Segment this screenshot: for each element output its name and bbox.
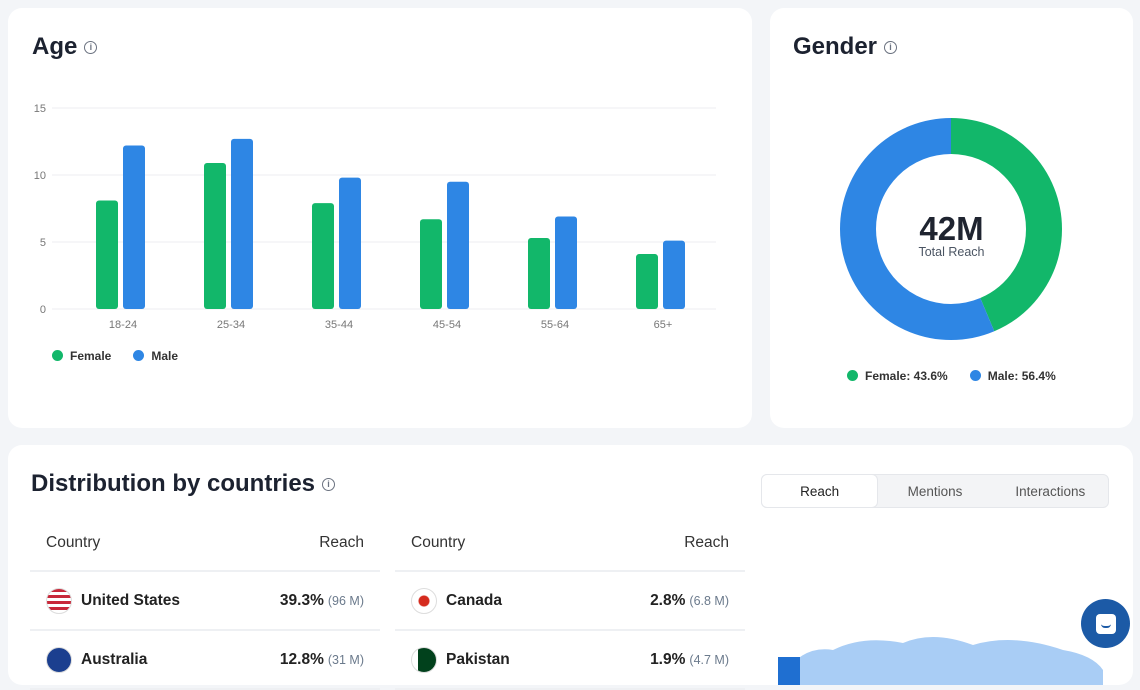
legend-female[interactable]: Female: 43.6% [847,369,948,383]
reach-abs: (96 M) [327,593,364,608]
countries-title-text: Distribution by countries [31,470,316,497]
bar-male-45-54 [447,181,469,309]
legend-label: Female: 43.6% [865,369,948,383]
table-row[interactable]: Australia 12.8% (31 M) [30,631,380,690]
chat-icon [1095,613,1116,634]
col-reach[interactable]: Reach [319,534,364,551]
bar-male-25-34 [231,138,253,309]
gender-title: Gender i [793,33,898,61]
total-reach-label: Total Reach [918,245,985,259]
table-header: Country Reach [395,516,745,572]
y-tick-label: 0 [40,304,46,316]
x-tick-label: 45-54 [433,319,461,331]
table-header: Country Reach [30,516,380,572]
x-tick-label: 18-24 [109,319,137,331]
countries-card: Distribution by countries i Reach Mention… [8,445,1133,690]
bar-female-18-24 [96,200,118,309]
table-row[interactable]: United States 39.3% (96 M) [30,572,380,631]
x-tick-label: 35-44 [325,319,353,331]
bar-female-65+ [636,254,658,309]
pk-flag-icon [411,646,437,673]
legend-label: Female [70,349,112,363]
country-name: United States [81,591,181,609]
total-reach-value: 42M [919,210,984,247]
bar-female-55-64 [528,237,550,309]
y-tick-label: 5 [40,237,46,249]
reach-pct: 1.9% [650,650,686,668]
map-landmass [783,636,1103,685]
x-tick-label: 55-64 [541,319,569,331]
reach-pct: 39.3% [279,591,324,609]
reach-abs: (4.7 M) [689,652,729,667]
chat-button[interactable] [1081,599,1130,648]
country-name: Pakistan [446,650,510,668]
age-card: Age i 0 5 10 15 18-24 25-34 35-44 45-54 55-64 65+ … [8,8,752,428]
y-tick-label: 10 [34,170,46,182]
gender-legend: Female: 43.6% Male: 56.4% [847,369,1056,383]
gender-title-text: Gender [793,33,878,60]
countries-table-right: Country Reach Canada 2.8% (6.8 M) Pakistan 1… [395,516,745,690]
tab-mentions[interactable]: Mentions [907,483,963,499]
table-row[interactable]: Pakistan 1.9% (4.7 M) [395,631,745,690]
legend-male[interactable]: Male: 56.4% [969,369,1056,383]
reach-abs: (31 M) [327,652,364,667]
country-name: Canada [446,591,502,609]
info-icon[interactable]: i [322,477,336,491]
legend-female[interactable]: Female [52,349,111,363]
bar-female-45-54 [420,219,442,309]
y-tick-label: 15 [34,103,46,115]
x-tick-label: 25-34 [217,319,245,331]
x-tick-label: 65+ [654,319,673,331]
tab-reach[interactable]: Reach [762,475,878,507]
bar-male-55-64 [555,216,577,309]
col-country[interactable]: Country [46,534,101,551]
reach-pct: 2.8% [650,591,686,609]
gender-card: Gender i 42M Total Reach Female: 43.6% Ma… [770,8,1133,428]
reach-pct: 12.8% [279,650,324,668]
tab-interactions[interactable]: Interactions [1015,483,1086,499]
reach-abs: (6.8 M) [689,593,729,608]
au-flag-icon [46,646,72,673]
country-name: Australia [81,650,148,668]
metric-tabs: Reach Mentions Interactions [761,474,1109,508]
bar-female-35-44 [312,203,334,309]
legend-male[interactable]: Male [133,349,178,363]
table-row[interactable]: Canada 2.8% (6.8 M) [395,572,745,631]
bar-female-25-34 [204,162,226,309]
countries-table-left: Country Reach United States 39.3% (96 M) Au… [30,516,380,690]
world-map[interactable] [773,625,1123,685]
col-reach[interactable]: Reach [684,534,729,551]
age-bar-chart: 0 5 10 15 18-24 25-34 35-44 45-54 55-64 65+ [34,103,716,331]
us-flag-icon [46,587,72,614]
legend-label: Male: 56.4% [987,369,1056,383]
donut-slice-male [840,118,1062,340]
info-icon[interactable]: i [884,40,898,54]
map-highlight-alaska [778,657,800,685]
countries-title: Distribution by countries i [31,470,336,498]
bar-male-35-44 [339,177,361,309]
age-title: Age i [32,33,98,61]
ca-flag-icon [411,587,437,614]
age-title-text: Age [32,33,78,60]
info-icon[interactable]: i [84,40,98,54]
bar-male-65+ [663,240,685,309]
legend-label: Male [151,349,179,363]
gender-donut-chart [840,118,1062,340]
bar-male-18-24 [123,145,145,309]
age-legend: Female Male [52,349,178,363]
col-country[interactable]: Country [411,534,466,551]
